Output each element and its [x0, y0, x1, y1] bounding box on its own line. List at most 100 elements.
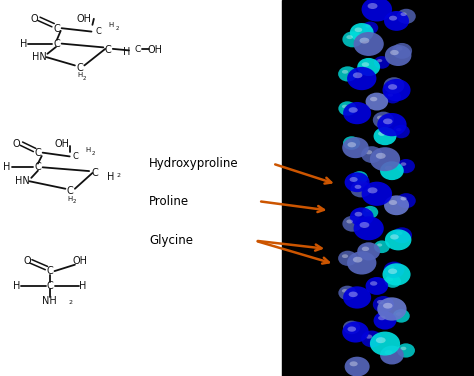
Ellipse shape	[342, 137, 369, 158]
Ellipse shape	[368, 3, 377, 9]
Ellipse shape	[346, 35, 353, 39]
Text: Proline: Proline	[149, 195, 190, 208]
Ellipse shape	[374, 240, 390, 253]
Ellipse shape	[362, 206, 378, 218]
Text: 2: 2	[68, 300, 72, 305]
Text: H: H	[67, 196, 73, 202]
Ellipse shape	[383, 262, 404, 278]
Ellipse shape	[365, 24, 371, 28]
Ellipse shape	[355, 174, 360, 177]
Text: C: C	[35, 162, 41, 172]
Ellipse shape	[374, 127, 396, 145]
Text: C: C	[54, 24, 60, 34]
Text: Hydroxyproline: Hydroxyproline	[149, 157, 239, 170]
Text: C: C	[46, 281, 53, 291]
Bar	[0, 0, 282, 376]
Ellipse shape	[357, 58, 380, 76]
Ellipse shape	[365, 150, 372, 154]
Ellipse shape	[365, 92, 388, 111]
Ellipse shape	[355, 27, 362, 32]
Text: 2: 2	[91, 151, 95, 156]
Text: OH: OH	[72, 256, 87, 266]
Ellipse shape	[349, 361, 358, 366]
Ellipse shape	[361, 331, 383, 347]
Ellipse shape	[353, 257, 363, 262]
Ellipse shape	[338, 251, 357, 266]
Ellipse shape	[385, 229, 411, 250]
Text: C: C	[105, 45, 111, 55]
Ellipse shape	[389, 200, 397, 205]
Ellipse shape	[385, 45, 411, 66]
Ellipse shape	[362, 182, 392, 206]
Ellipse shape	[401, 162, 406, 166]
Ellipse shape	[368, 187, 377, 193]
Ellipse shape	[401, 197, 407, 200]
Ellipse shape	[378, 131, 385, 136]
Ellipse shape	[396, 231, 402, 235]
Text: H: H	[77, 72, 82, 78]
Ellipse shape	[392, 125, 410, 138]
Text: 2: 2	[82, 76, 86, 81]
Ellipse shape	[377, 300, 384, 304]
Ellipse shape	[396, 47, 402, 51]
Ellipse shape	[347, 142, 356, 147]
Ellipse shape	[373, 112, 394, 129]
Text: O: O	[30, 14, 38, 24]
Text: 2: 2	[117, 173, 120, 178]
Ellipse shape	[397, 9, 416, 24]
Ellipse shape	[374, 56, 390, 69]
Ellipse shape	[380, 161, 404, 180]
Text: C: C	[35, 149, 41, 158]
Ellipse shape	[385, 166, 392, 170]
Ellipse shape	[342, 289, 348, 293]
Ellipse shape	[354, 32, 384, 56]
Ellipse shape	[342, 216, 363, 232]
Ellipse shape	[378, 316, 385, 320]
Ellipse shape	[349, 177, 358, 182]
Ellipse shape	[338, 66, 357, 82]
Ellipse shape	[338, 286, 356, 300]
Ellipse shape	[384, 11, 409, 31]
Ellipse shape	[354, 216, 384, 240]
Ellipse shape	[362, 21, 378, 34]
Ellipse shape	[388, 265, 394, 270]
Ellipse shape	[396, 128, 401, 131]
Ellipse shape	[390, 50, 399, 55]
Text: HN: HN	[32, 52, 47, 62]
Text: C: C	[46, 267, 53, 276]
Ellipse shape	[346, 139, 352, 143]
Text: 2: 2	[73, 199, 77, 204]
Ellipse shape	[370, 147, 400, 171]
Ellipse shape	[397, 159, 415, 173]
Ellipse shape	[365, 335, 372, 339]
Ellipse shape	[350, 181, 371, 197]
Ellipse shape	[347, 326, 356, 332]
Ellipse shape	[383, 79, 410, 101]
Text: Glycine: Glycine	[149, 234, 193, 247]
Ellipse shape	[377, 113, 407, 136]
Ellipse shape	[343, 102, 371, 124]
Text: OH: OH	[77, 14, 92, 24]
Ellipse shape	[383, 77, 404, 94]
Ellipse shape	[338, 101, 356, 116]
Ellipse shape	[401, 12, 407, 16]
Text: H: H	[20, 39, 27, 49]
Ellipse shape	[361, 146, 383, 163]
Ellipse shape	[397, 193, 416, 208]
Ellipse shape	[362, 62, 369, 67]
Ellipse shape	[342, 105, 348, 108]
Text: C: C	[54, 39, 60, 49]
Ellipse shape	[345, 357, 370, 376]
Bar	[282, 0, 474, 376]
Ellipse shape	[377, 115, 384, 120]
Ellipse shape	[401, 347, 406, 350]
Ellipse shape	[357, 242, 380, 261]
Ellipse shape	[388, 84, 397, 90]
Ellipse shape	[383, 303, 392, 309]
Text: C: C	[73, 152, 79, 161]
Text: 2: 2	[115, 26, 119, 32]
Text: HN: HN	[15, 176, 30, 186]
Text: C: C	[134, 45, 141, 54]
Ellipse shape	[370, 281, 377, 286]
Text: H: H	[3, 162, 11, 172]
